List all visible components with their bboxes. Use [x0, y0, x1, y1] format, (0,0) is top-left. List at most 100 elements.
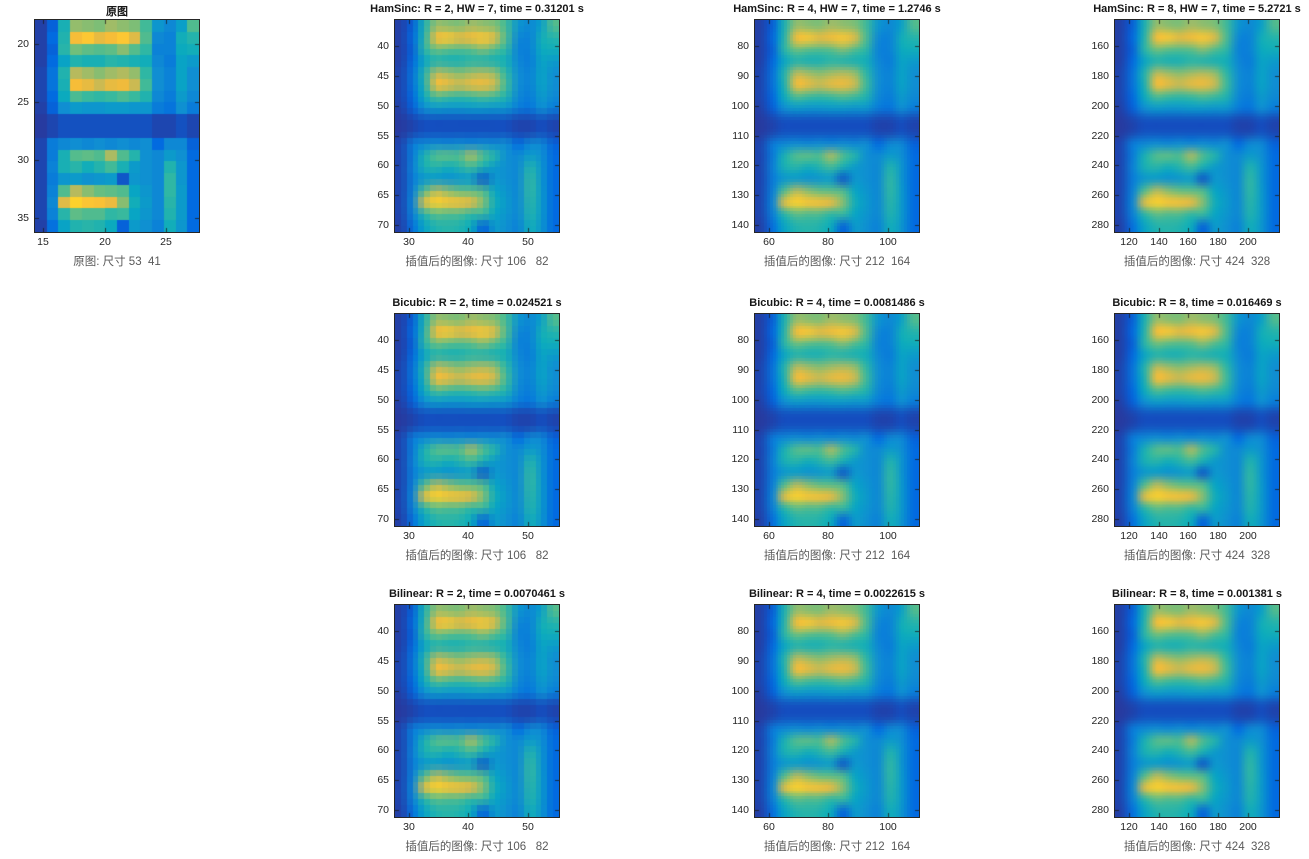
- x-tick-label: 120: [1120, 530, 1138, 542]
- y-tick-label: 80: [737, 625, 749, 637]
- panel-bilinear-r2: Bilinear: R = 2, time = 0.0070461 s 30 40 5…: [377, 588, 565, 853]
- x-tick-label: 80: [822, 821, 834, 833]
- x-tick-label: 60: [763, 821, 775, 833]
- x-tick-label: 50: [522, 821, 534, 833]
- y-tick-label: 140: [731, 804, 749, 816]
- x-tick-label: 100: [879, 821, 897, 833]
- bilinear-r8-heatmap-image: [1115, 605, 1279, 817]
- x-tick-label: 160: [1179, 236, 1197, 248]
- y-tick-label: 90: [737, 70, 749, 82]
- y-tick-label: 130: [731, 774, 749, 786]
- y-tick-label: 220: [1091, 130, 1109, 142]
- y-tick-label: 200: [1091, 394, 1109, 406]
- x-tick-label: 100: [879, 530, 897, 542]
- panel-xlabel-bilinear-r2: 插值后的图像: 尺寸 106 82: [405, 841, 549, 853]
- y-tick-label: 70: [377, 804, 389, 816]
- bilinear-r4-heatmap-image: [755, 605, 919, 817]
- panel-hamsinc-r4: HamSinc: R = 4, HW = 7, time = 1.2746 s 6…: [731, 3, 940, 268]
- panel-title-bilinear-r8: Bilinear: R = 8, time = 0.001381 s: [1112, 588, 1282, 600]
- x-tick-label: 40: [462, 821, 474, 833]
- y-tick-label: 90: [737, 364, 749, 376]
- panel-bicubic-r2: Bicubic: R = 2, time = 0.024521 s 30 40 50 4…: [377, 297, 561, 562]
- x-tick-label: 25: [160, 236, 172, 248]
- y-tick-label: 130: [731, 483, 749, 495]
- y-tick-label: 240: [1091, 159, 1109, 171]
- x-tick-label: 120: [1120, 236, 1138, 248]
- y-tick-label: 160: [1091, 625, 1109, 637]
- y-tick-label: 120: [731, 453, 749, 465]
- x-tick-label: 200: [1239, 821, 1257, 833]
- axes-box: [34, 19, 200, 233]
- x-tick-label: 140: [1150, 236, 1168, 248]
- y-tick-label: 70: [377, 219, 389, 231]
- y-tick-label: 180: [1091, 364, 1109, 376]
- panel-xlabel-bicubic-r8: 插值后的图像: 尺寸 424 328: [1123, 550, 1271, 562]
- y-tick-label: 100: [731, 685, 749, 697]
- y-tick-label: 20: [17, 38, 29, 50]
- y-tick-label: 60: [377, 453, 389, 465]
- y-tick-label: 45: [377, 70, 389, 82]
- bicubic-r8-heatmap-image: [1115, 314, 1279, 526]
- panel-original: 原图 15 20 25 20 25 30 35 原图: 尺寸 53 41: [17, 6, 200, 268]
- x-tick-label: 200: [1239, 236, 1257, 248]
- y-tick-label: 260: [1091, 189, 1109, 201]
- original-heatmap-image: [35, 20, 199, 232]
- x-tick-label: 30: [403, 821, 415, 833]
- x-tick-label: 140: [1150, 821, 1168, 833]
- x-tick-label: 140: [1150, 530, 1168, 542]
- y-tick-label: 120: [731, 159, 749, 171]
- x-tick-label: 80: [822, 530, 834, 542]
- axes-box: [1114, 604, 1280, 818]
- y-tick-label: 80: [737, 334, 749, 346]
- y-tick-label: 160: [1091, 334, 1109, 346]
- axes-box: [754, 604, 920, 818]
- y-tick-label: 40: [377, 334, 389, 346]
- panel-title-bilinear-r4: Bilinear: R = 4, time = 0.0022615 s: [748, 588, 926, 600]
- axes-box: [754, 313, 920, 527]
- panel-hamsinc-r8: HamSinc: R = 8, HW = 7, time = 5.2721 s 1…: [1091, 3, 1300, 268]
- x-tick-label: 50: [522, 236, 534, 248]
- y-tick-label: 40: [377, 625, 389, 637]
- y-tick-label: 110: [732, 130, 749, 142]
- bicubic-r4-heatmap-image: [755, 314, 919, 526]
- y-tick-label: 260: [1091, 483, 1109, 495]
- panel-xlabel-hamsinc-r8: 插值后的图像: 尺寸 424 328: [1123, 256, 1271, 268]
- panel-title-hamsinc-r8: HamSinc: R = 8, HW = 7, time = 5.2721 s: [1093, 3, 1301, 15]
- panel-title-hamsinc-r4: HamSinc: R = 4, HW = 7, time = 1.2746 s: [733, 3, 941, 15]
- x-tick-label: 15: [37, 236, 49, 248]
- y-tick-label: 220: [1091, 424, 1109, 436]
- panel-title-hamsinc-r2: HamSinc: R = 2, HW = 7, time = 0.31201 s: [370, 3, 584, 15]
- x-tick-label: 180: [1209, 821, 1227, 833]
- x-tick-label: 200: [1239, 530, 1257, 542]
- y-tick-label: 60: [377, 159, 389, 171]
- y-tick-label: 260: [1091, 774, 1109, 786]
- panel-title-original: 原图: [106, 6, 128, 18]
- x-tick-label: 30: [403, 236, 415, 248]
- y-tick-label: 240: [1091, 453, 1109, 465]
- y-tick-label: 55: [377, 715, 389, 727]
- x-tick-label: 100: [879, 236, 897, 248]
- hamsinc-r4-heatmap-image: [755, 20, 919, 232]
- y-tick-label: 110: [732, 715, 749, 727]
- x-tick-label: 20: [99, 236, 111, 248]
- y-tick-label: 35: [17, 212, 29, 224]
- y-tick-label: 50: [377, 394, 389, 406]
- panel-title-bicubic-r8: Bicubic: R = 8, time = 0.016469 s: [1112, 297, 1282, 309]
- y-tick-label: 90: [737, 655, 749, 667]
- bilinear-r2-heatmap-image: [395, 605, 559, 817]
- x-tick-label: 160: [1179, 530, 1197, 542]
- hamsinc-r2-heatmap-image: [395, 20, 559, 232]
- y-tick-label: 45: [377, 655, 389, 667]
- y-tick-label: 40: [377, 40, 389, 52]
- y-tick-label: 200: [1091, 100, 1109, 112]
- x-tick-label: 40: [462, 236, 474, 248]
- y-tick-label: 280: [1091, 513, 1109, 525]
- y-tick-label: 30: [17, 154, 29, 166]
- y-tick-label: 65: [377, 483, 389, 495]
- y-tick-label: 60: [377, 744, 389, 756]
- y-tick-label: 110: [732, 424, 749, 436]
- panel-bilinear-r8: Bilinear: R = 8, time = 0.001381 s 120 140…: [1091, 588, 1282, 853]
- x-tick-label: 160: [1179, 821, 1197, 833]
- hamsinc-r8-heatmap-image: [1115, 20, 1279, 232]
- y-tick-label: 65: [377, 189, 389, 201]
